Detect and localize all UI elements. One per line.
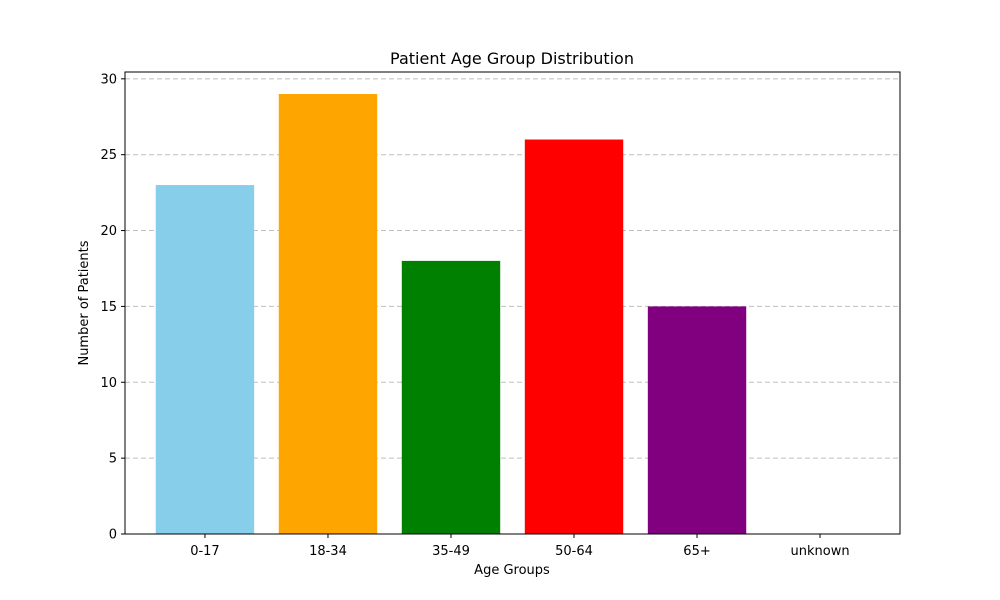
y-tick-label: 20 [100, 224, 117, 239]
bar-18-34 [278, 94, 378, 534]
x-tick-label: 0-17 [190, 544, 220, 559]
bar-0-17 [155, 185, 255, 534]
bar-35-49 [401, 260, 501, 534]
y-axis-ticks: 0 5 10 15 20 25 30 [100, 72, 125, 543]
x-tick-label: 65+ [683, 544, 710, 559]
x-axis-label: Age Groups [474, 563, 550, 578]
y-tick-label: 10 [100, 376, 117, 391]
y-tick-label: 5 [109, 452, 117, 467]
bar-65+ [647, 306, 747, 534]
chart-title: Patient Age Group Distribution [390, 49, 634, 68]
x-tick-label: unknown [791, 544, 850, 559]
y-tick-label: 30 [100, 72, 117, 87]
x-tick-label: 35-49 [432, 544, 470, 559]
x-tick-label: 50-64 [555, 544, 593, 559]
bars [155, 94, 747, 534]
x-axis-ticks: 0-17 18-34 35-49 50-64 65+ unknown [190, 534, 850, 559]
bar-50-64 [524, 139, 624, 534]
plot-area [124, 71, 901, 535]
y-tick-label: 0 [109, 528, 117, 543]
gridlines [125, 78, 900, 459]
y-tick-label: 15 [100, 300, 117, 315]
x-tick-label: 18-34 [309, 544, 347, 559]
y-axis-label: Number of Patients [77, 240, 92, 365]
y-tick-label: 25 [100, 148, 117, 163]
